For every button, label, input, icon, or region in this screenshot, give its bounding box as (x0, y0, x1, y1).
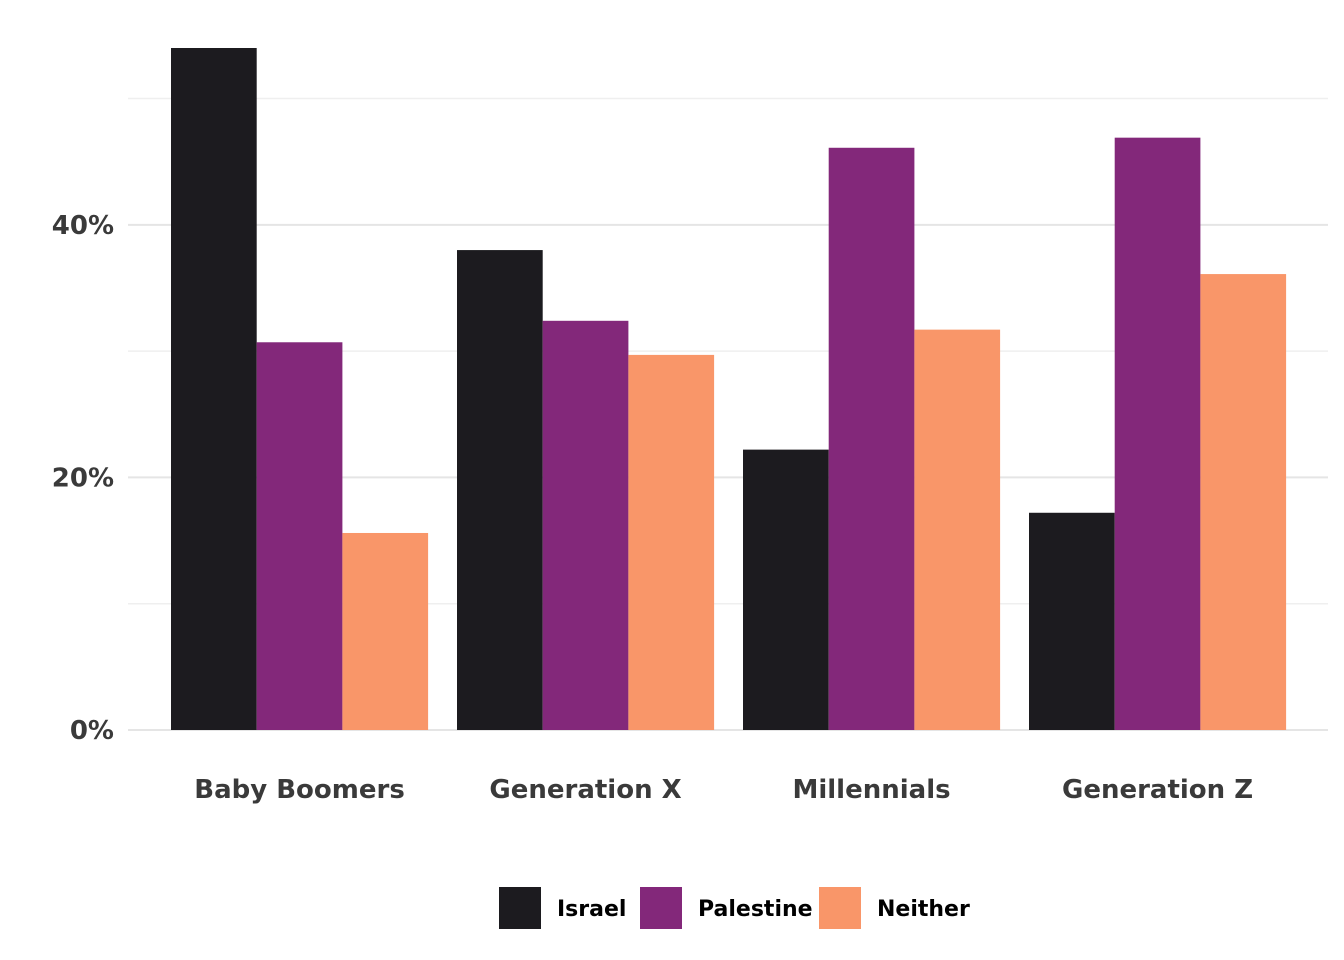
bar-neither-generation-x (628, 354, 715, 730)
x-tick-label: Generation X (489, 775, 681, 805)
y-tick-label: 20% (52, 463, 114, 493)
x-tick-label: Millennials (792, 775, 950, 805)
bar-israel-generation-z (1029, 512, 1115, 730)
legend-label: Neither (877, 897, 970, 922)
legend-swatch (819, 887, 861, 929)
bar-israel-millennials (743, 449, 829, 730)
legend-swatch (640, 887, 682, 929)
bar-neither-millennials (914, 329, 1001, 730)
legend-item-neither: Neither (819, 887, 970, 929)
bar-palestine-baby-boomers (256, 342, 343, 730)
legend-label: Palestine (698, 897, 813, 922)
legend: Israel Palestine Neither (499, 887, 970, 929)
bar-neither-generation-z (1200, 274, 1287, 730)
y-tick-label: 40% (52, 211, 114, 241)
bar-palestine-generation-x (542, 320, 629, 730)
y-tick-label: 0% (70, 716, 114, 746)
bar-palestine-generation-z (1114, 137, 1201, 731)
bars (171, 48, 1287, 731)
legend-label: Israel (557, 897, 626, 922)
y-axis: 0% 20% 40% (52, 211, 114, 746)
legend-item-israel: Israel (499, 887, 626, 929)
x-tick-label: Baby Boomers (194, 775, 405, 805)
bar-neither-baby-boomers (342, 532, 429, 730)
bar-palestine-millennials (828, 147, 915, 731)
legend-item-palestine: Palestine (640, 887, 813, 929)
bar-israel-baby-boomers (171, 48, 257, 730)
x-axis: Baby Boomers Generation X Millennials Gener… (194, 775, 1253, 805)
bar-israel-generation-x (457, 250, 543, 730)
legend-swatch (499, 887, 541, 929)
x-tick-label: Generation Z (1062, 775, 1253, 805)
